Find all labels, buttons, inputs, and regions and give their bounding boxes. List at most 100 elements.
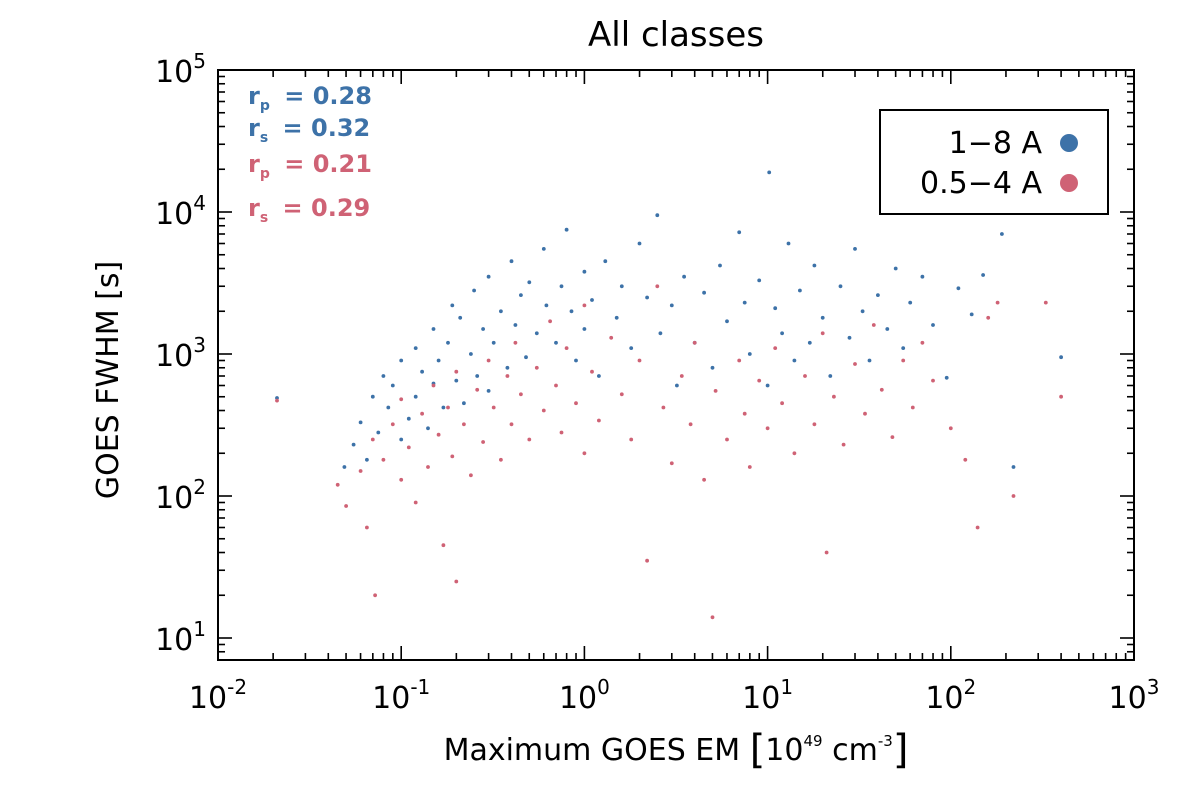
data-point <box>702 290 706 295</box>
x-axis-label-unit-exp: 49 <box>803 732 822 750</box>
data-point <box>358 420 363 425</box>
data-point <box>1011 465 1016 469</box>
data-point <box>582 327 587 331</box>
data-point <box>365 457 369 462</box>
stat-pearson-red-sym: r <box>248 150 260 178</box>
x-tick-label: 10-2 <box>189 675 247 716</box>
y-tick-base: 10 <box>155 197 193 232</box>
data-point <box>344 504 348 508</box>
data-point <box>688 422 693 427</box>
stat-spearman-blue-value: = 0.32 <box>274 114 370 142</box>
legend-box <box>879 109 1109 215</box>
data-point <box>637 358 642 363</box>
data-point <box>527 280 532 285</box>
data-point <box>863 411 867 416</box>
y-tick-label: 103 <box>155 333 206 374</box>
x-tick-exp: 3 <box>1147 675 1160 699</box>
data-point <box>534 331 539 336</box>
data-point <box>426 465 430 469</box>
x-tick-label: 101 <box>742 675 793 716</box>
data-point <box>370 394 375 399</box>
data-point <box>803 374 807 378</box>
y-tick-exp: 4 <box>193 191 206 215</box>
data-point <box>446 340 450 345</box>
data-point <box>841 442 846 447</box>
data-point <box>609 335 614 340</box>
data-point <box>454 378 459 383</box>
data-point <box>469 473 473 478</box>
stat-pearson-blue-sym: r <box>248 82 260 110</box>
data-point <box>381 374 386 378</box>
data-point <box>920 274 925 279</box>
data-point <box>590 298 594 302</box>
data-point <box>574 358 578 363</box>
data-point <box>956 286 961 291</box>
data-point <box>486 274 491 279</box>
data-point <box>619 392 624 397</box>
data-point <box>582 269 587 274</box>
data-point <box>519 392 523 397</box>
data-point <box>867 358 872 363</box>
y-tick-exp: 1 <box>193 617 206 641</box>
plot-frame <box>217 69 1135 661</box>
data-point <box>475 374 480 378</box>
data-point <box>908 300 913 305</box>
x-tick-exp: 0 <box>597 675 610 699</box>
data-point <box>742 411 747 416</box>
data-point <box>373 593 377 598</box>
data-point <box>675 383 679 388</box>
data-point <box>710 615 715 620</box>
data-point <box>975 525 980 530</box>
data-point <box>370 437 375 442</box>
stat-spearman-red: rs = 0.29 <box>248 194 370 226</box>
data-point <box>527 437 532 442</box>
data-point <box>742 300 747 305</box>
data-point <box>499 309 503 314</box>
data-point <box>475 387 480 392</box>
data-point <box>524 355 528 360</box>
data-point <box>981 273 985 277</box>
data-point <box>692 340 697 345</box>
data-point <box>853 247 857 251</box>
data-point <box>765 383 770 388</box>
data-point <box>682 274 686 279</box>
stat-spearman-red-sub: s <box>260 210 268 226</box>
data-point <box>832 394 836 399</box>
data-point <box>413 500 418 505</box>
data-point <box>614 315 619 320</box>
y-tick-exp: 2 <box>193 475 206 499</box>
data-point <box>472 288 476 293</box>
x-tick-label: 102 <box>925 675 976 716</box>
data-point <box>773 346 778 350</box>
data-point <box>847 335 852 340</box>
data-point <box>458 315 463 320</box>
x-tick-label: 103 <box>1109 675 1160 716</box>
data-point <box>944 375 949 380</box>
stat-spearman-blue-sym: r <box>248 114 260 142</box>
data-point <box>454 369 459 374</box>
data-point <box>669 303 674 308</box>
y-tick-label: 102 <box>155 475 206 516</box>
data-point <box>420 411 424 416</box>
data-point <box>702 477 706 482</box>
data-point <box>995 300 1000 305</box>
y-tick-label: 104 <box>155 191 206 232</box>
data-point <box>773 306 778 311</box>
data-point <box>541 408 546 413</box>
data-point <box>1000 232 1004 236</box>
data-point <box>574 401 578 406</box>
data-point <box>792 451 797 456</box>
data-point <box>629 346 634 350</box>
data-point <box>486 358 491 363</box>
data-point <box>879 387 884 392</box>
data-point <box>629 437 634 442</box>
data-point <box>931 378 935 383</box>
data-point <box>655 213 660 218</box>
series-0-points <box>275 170 1063 469</box>
data-point <box>441 405 446 410</box>
data-point <box>713 389 718 393</box>
legend: 1−8 A 0.5−4 A <box>879 109 1109 215</box>
data-point <box>780 401 784 406</box>
data-point <box>807 340 812 345</box>
